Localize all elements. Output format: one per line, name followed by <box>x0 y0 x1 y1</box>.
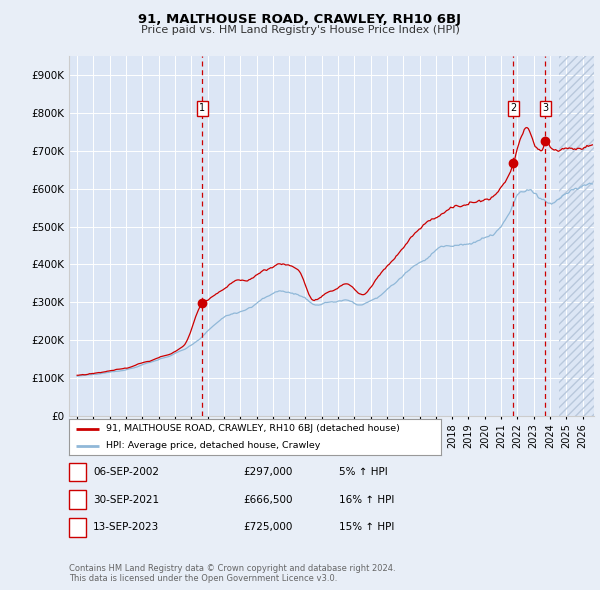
Text: 3: 3 <box>542 103 548 113</box>
Text: £297,000: £297,000 <box>243 467 292 477</box>
Text: 3: 3 <box>74 523 81 532</box>
Text: 2: 2 <box>74 495 81 504</box>
Text: 13-SEP-2023: 13-SEP-2023 <box>93 523 159 532</box>
Text: 1: 1 <box>199 103 205 113</box>
Bar <box>559 56 594 416</box>
Text: 1: 1 <box>74 467 81 477</box>
Text: 91, MALTHOUSE ROAD, CRAWLEY, RH10 6BJ (detached house): 91, MALTHOUSE ROAD, CRAWLEY, RH10 6BJ (d… <box>106 424 400 433</box>
Text: Price paid vs. HM Land Registry's House Price Index (HPI): Price paid vs. HM Land Registry's House … <box>140 25 460 35</box>
Text: £725,000: £725,000 <box>243 523 292 532</box>
Text: 2: 2 <box>510 103 517 113</box>
Text: 30-SEP-2021: 30-SEP-2021 <box>93 495 159 504</box>
Text: 15% ↑ HPI: 15% ↑ HPI <box>339 523 394 532</box>
Text: 06-SEP-2002: 06-SEP-2002 <box>93 467 159 477</box>
Text: £666,500: £666,500 <box>243 495 293 504</box>
Text: 16% ↑ HPI: 16% ↑ HPI <box>339 495 394 504</box>
Text: 91, MALTHOUSE ROAD, CRAWLEY, RH10 6BJ: 91, MALTHOUSE ROAD, CRAWLEY, RH10 6BJ <box>139 13 461 26</box>
Text: 5% ↑ HPI: 5% ↑ HPI <box>339 467 388 477</box>
Text: Contains HM Land Registry data © Crown copyright and database right 2024.
This d: Contains HM Land Registry data © Crown c… <box>69 563 395 583</box>
Text: HPI: Average price, detached house, Crawley: HPI: Average price, detached house, Craw… <box>106 441 320 450</box>
